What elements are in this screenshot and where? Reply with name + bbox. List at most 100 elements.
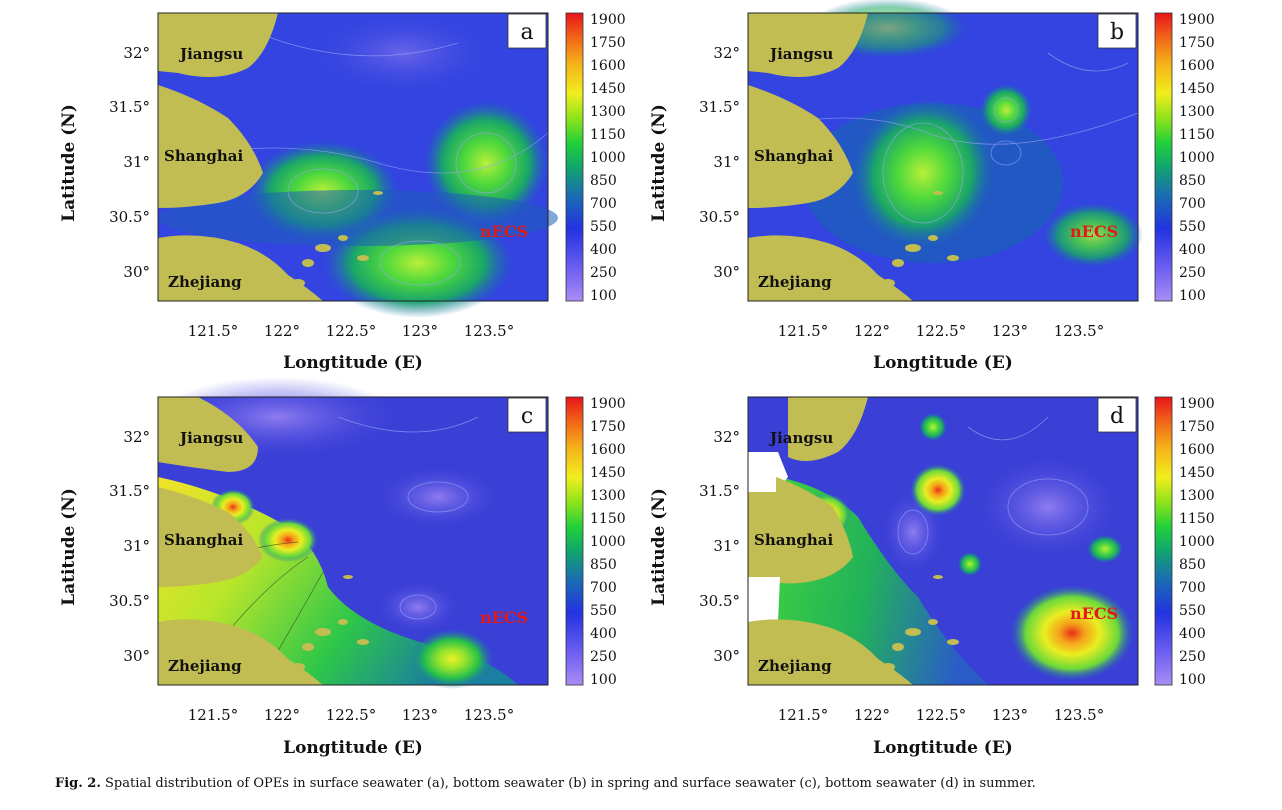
y-tick: 30.5° xyxy=(699,208,740,226)
panel-c-hotspot-1 xyxy=(258,518,318,562)
colorbar-tick: 1450 xyxy=(590,81,626,97)
y-tick: 32° xyxy=(713,44,740,62)
panel-b: Jiangsu Shanghai Zhejiang nECS b 1900 17… xyxy=(649,0,1215,373)
y-tick: 32° xyxy=(123,44,150,62)
colorbar-tick: 1000 xyxy=(1179,534,1215,550)
x-tick: 121.5° xyxy=(188,706,238,724)
panel-b-hotspot-2 xyxy=(980,84,1032,136)
y-tick: 32° xyxy=(713,428,740,446)
colorbar-tick: 1750 xyxy=(590,419,626,435)
colorbar-tick: 250 xyxy=(590,649,617,665)
x-axis-label: Longtitude (E) xyxy=(873,353,1013,373)
colorbar-tick: 1900 xyxy=(1179,396,1215,412)
panel-b-hotspot-3 xyxy=(1043,203,1143,267)
colorbar-tick: 700 xyxy=(590,580,617,596)
x-tick: 121.5° xyxy=(188,322,238,340)
place-label-shanghai: Shanghai xyxy=(164,531,243,549)
panel-d: Jiangsu Shanghai Zhejiang nECS d 1900 17… xyxy=(649,396,1215,758)
figure-caption: Fig. 2. Spatial distribution of OPEs in … xyxy=(55,776,1255,791)
colorbar-tick: 550 xyxy=(1179,603,1206,619)
y-tick: 30.5° xyxy=(109,208,150,226)
colorbar-tick: 850 xyxy=(590,557,617,573)
x-tick: 123.5° xyxy=(1054,706,1104,724)
y-tick: 31.5° xyxy=(699,98,740,116)
x-axis-label: Longtitude (E) xyxy=(283,353,423,373)
colorbar-tick: 1300 xyxy=(1179,104,1215,120)
panel-a-land-north xyxy=(158,13,278,77)
x-axis-label: Longtitude (E) xyxy=(873,738,1013,758)
panel-c-hotspot-3 xyxy=(410,629,494,689)
panel-c-land-shanghai xyxy=(158,487,263,587)
colorbar xyxy=(565,396,584,686)
x-tick: 122.5° xyxy=(326,706,376,724)
place-label-necs: nECS xyxy=(480,222,528,241)
x-tick: 122° xyxy=(264,706,300,724)
x-tick: 121.5° xyxy=(778,322,828,340)
y-tick: 30° xyxy=(713,263,740,281)
panel-b-land-north xyxy=(748,13,868,77)
colorbar-tick: 850 xyxy=(590,173,617,189)
place-label-zhejiang: Zhejiang xyxy=(758,657,832,675)
colorbar-tick: 700 xyxy=(1179,196,1206,212)
y-tick: 30° xyxy=(713,647,740,665)
colorbar-tick: 1150 xyxy=(590,127,626,143)
x-tick: 123° xyxy=(402,322,438,340)
place-label-jiangsu: Jiangsu xyxy=(178,45,243,63)
panel-a: Jiangsu Shanghai Zhejiang nECS a 1900 17… xyxy=(59,12,626,373)
panel-a-low xyxy=(313,13,493,93)
colorbar-tick: 1300 xyxy=(590,104,626,120)
x-tick: 122° xyxy=(854,706,890,724)
colorbar-tick: 1150 xyxy=(1179,127,1215,143)
y-tick: 32° xyxy=(123,428,150,446)
panel-c-low-2 xyxy=(378,467,498,527)
y-axis-label: Latitude (N) xyxy=(649,104,669,222)
panel-d-land-white-2 xyxy=(748,577,780,622)
panel-c-land-north xyxy=(158,397,258,472)
panel-b-land-south xyxy=(748,235,913,301)
x-tick: 123.5° xyxy=(464,706,514,724)
colorbar xyxy=(565,12,584,302)
colorbar-tick: 550 xyxy=(1179,219,1206,235)
panel-c-low-3 xyxy=(378,582,458,632)
colorbar-tick: 850 xyxy=(1179,557,1206,573)
place-label-necs: nECS xyxy=(480,608,528,627)
colorbar-tick: 1600 xyxy=(1179,442,1215,458)
y-tick: 31.5° xyxy=(109,98,150,116)
panel-c: Jiangsu Shanghai Zhejiang nECS c 1900 17… xyxy=(59,377,626,758)
y-tick: 31.5° xyxy=(109,482,150,500)
y-tick: 31° xyxy=(713,153,740,171)
colorbar-tick: 1600 xyxy=(590,58,626,74)
colorbar-tick: 1150 xyxy=(590,511,626,527)
x-tick: 122° xyxy=(854,322,890,340)
place-label-zhejiang: Zhejiang xyxy=(168,273,242,291)
colorbar-tick: 250 xyxy=(1179,265,1206,281)
colorbar-tick: 1300 xyxy=(590,488,626,504)
panel-a-land-shanghai xyxy=(158,85,263,208)
panel-a-land-south xyxy=(158,235,323,301)
colorbar-tick: 700 xyxy=(590,196,617,212)
panel-d-low-1 xyxy=(978,457,1118,557)
y-tick: 30° xyxy=(123,647,150,665)
panel-letter: a xyxy=(520,20,533,45)
colorbar-tick: 550 xyxy=(590,219,617,235)
panel-c-land-south xyxy=(158,619,323,685)
colorbar-tick: 400 xyxy=(590,626,617,642)
x-tick: 121.5° xyxy=(778,706,828,724)
colorbar-tick: 1150 xyxy=(1179,511,1215,527)
caption-text: Spatial distribution of OPEs in surface … xyxy=(105,776,1036,791)
colorbar-tick: 700 xyxy=(1179,580,1206,596)
y-tick: 30.5° xyxy=(109,592,150,610)
y-tick: 31° xyxy=(713,537,740,555)
colorbar-tick: 250 xyxy=(1179,649,1206,665)
place-label-jiangsu: Jiangsu xyxy=(768,429,833,447)
panel-a-band xyxy=(158,190,558,246)
x-tick: 123.5° xyxy=(464,322,514,340)
colorbar-tick: 1450 xyxy=(590,465,626,481)
panel-d-hotspot-2 xyxy=(1010,585,1134,681)
colorbar-tick: 1450 xyxy=(1179,81,1215,97)
colorbar-tick: 400 xyxy=(1179,626,1206,642)
colorbar-tick: 100 xyxy=(590,672,617,688)
x-axis-label: Longtitude (E) xyxy=(283,738,423,758)
panel-d-land-shanghai-west xyxy=(748,492,776,582)
x-tick: 122.5° xyxy=(326,322,376,340)
